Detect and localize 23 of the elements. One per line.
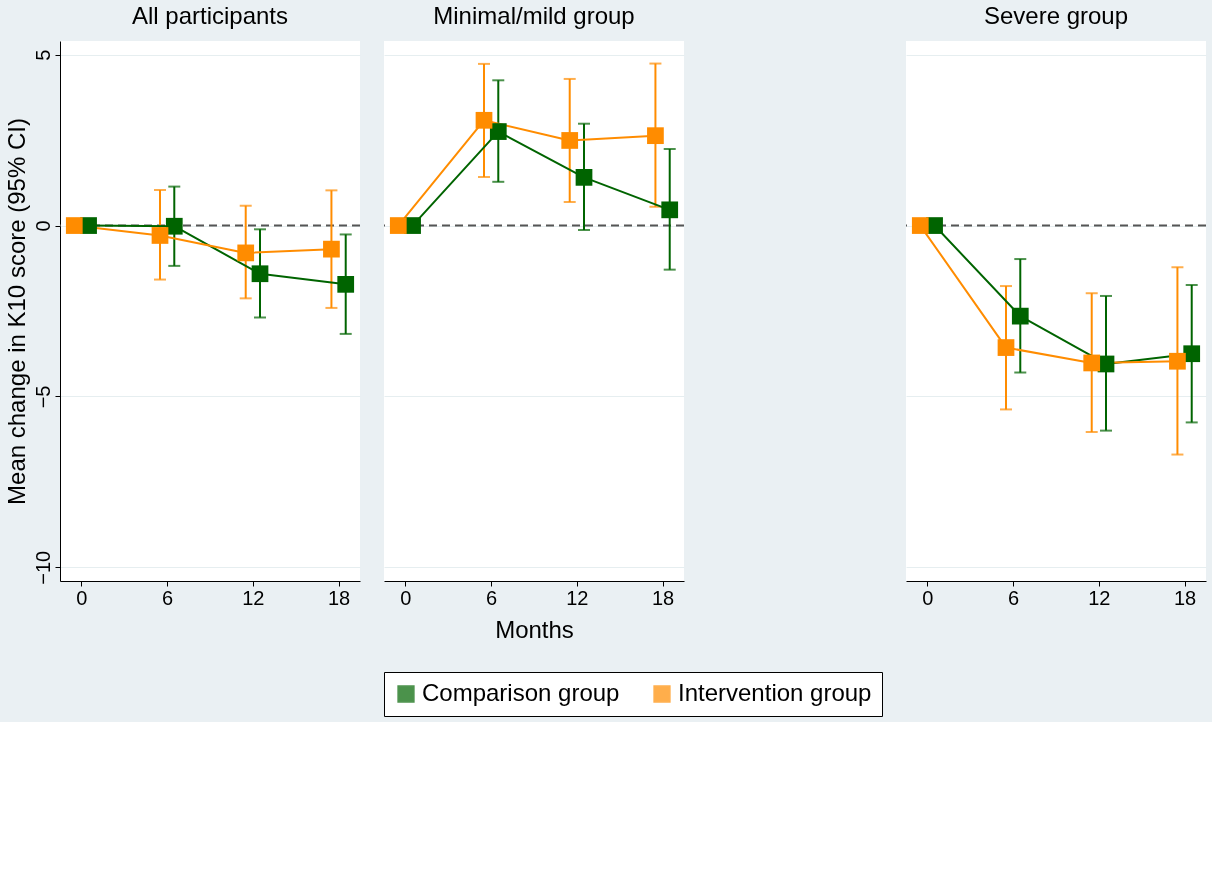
x-tick-label: 6 <box>486 586 498 609</box>
x-tick-label: 12 <box>242 586 265 609</box>
y-tick-label: −5 <box>31 385 54 409</box>
x-tick-label: 18 <box>1173 586 1197 609</box>
x-tick-label: 18 <box>651 586 675 609</box>
x-axis-title: Months <box>495 615 574 643</box>
chart-title: All participants <box>131 2 289 29</box>
x-tick-label: 6 <box>162 586 174 609</box>
x-tick-label: 12 <box>1088 586 1111 609</box>
legend-label: Intervention group <box>678 679 872 706</box>
y-tick-label: 0 <box>31 220 54 232</box>
x-tick-label: 0 <box>922 586 934 609</box>
legend-label: Comparison group <box>422 679 620 706</box>
x-tick-label: 0 <box>400 586 412 609</box>
x-tick-label: 6 <box>1008 586 1020 609</box>
y-axis-title: Mean change in K10 score (95% CI) <box>2 118 30 505</box>
chart-title: Severe group <box>983 2 1129 29</box>
y-tick-label: −10 <box>31 550 54 585</box>
x-tick-label: 18 <box>327 586 351 609</box>
x-tick-label: 0 <box>76 586 88 609</box>
x-tick-label: 12 <box>566 586 589 609</box>
chart-title: Minimal/mild group <box>433 2 635 29</box>
y-tick-label: 5 <box>31 49 54 61</box>
